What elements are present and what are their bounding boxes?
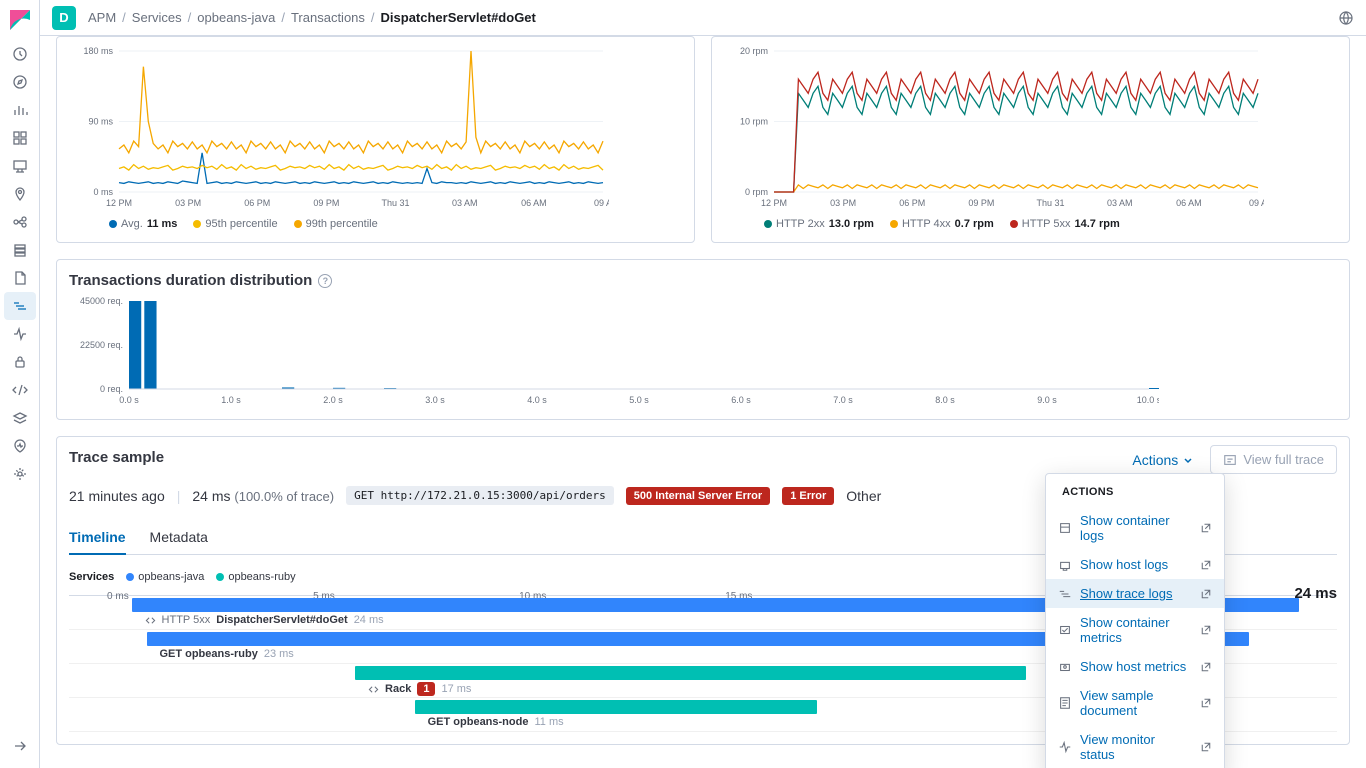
topbar: D APM/ Services/ opbeans-java/ Transacti… <box>40 0 1366 36</box>
crumb-transactions[interactable]: Transactions <box>291 10 365 25</box>
view-full-trace-button[interactable]: View full trace <box>1210 445 1337 474</box>
distribution-title: Transactions duration distribution <box>69 272 312 289</box>
svg-text:12 PM: 12 PM <box>761 198 787 208</box>
crumb-apm[interactable]: APM <box>88 10 116 25</box>
svg-text:9.0 s: 9.0 s <box>1037 395 1057 405</box>
duration-chart: 0 ms 90 ms 180 ms 12 PM 03 PM 06 PM 09 PM Thu 3… <box>56 36 695 243</box>
trace-icon <box>1223 453 1237 467</box>
svg-text:06 AM: 06 AM <box>521 198 547 208</box>
action-show-container-logs[interactable]: Show container logs <box>1046 506 1224 550</box>
tab-metadata[interactable]: Metadata <box>150 521 208 554</box>
svg-text:06 AM: 06 AM <box>1176 198 1202 208</box>
tab-timeline[interactable]: Timeline <box>69 521 126 555</box>
nav-stack-icon[interactable] <box>4 404 36 432</box>
sidebar-nav <box>0 0 40 768</box>
nav-visualize-icon[interactable] <box>4 96 36 124</box>
crumb-service[interactable]: opbeans-java <box>197 10 275 25</box>
nav-dev-icon[interactable] <box>4 376 36 404</box>
svg-text:03 AM: 03 AM <box>452 198 478 208</box>
nav-apm-icon[interactable] <box>4 292 36 320</box>
rpm-chart: 0 rpm 10 rpm 20 rpm 12 PM 03 PM 06 PM 09 PM Thu… <box>711 36 1350 243</box>
nav-infra-icon[interactable] <box>4 236 36 264</box>
svg-text:0 req.: 0 req. <box>100 384 123 394</box>
nav-ml-icon[interactable] <box>4 208 36 236</box>
svg-text:03 PM: 03 PM <box>175 198 201 208</box>
chevron-down-icon <box>1182 454 1194 466</box>
status-badge: 500 Internal Server Error <box>626 487 770 505</box>
action-view-monitor-status[interactable]: View monitor status <box>1046 725 1224 768</box>
svg-text:10.0 s: 10.0 s <box>1137 395 1159 405</box>
svg-text:3.0 s: 3.0 s <box>425 395 445 405</box>
nav-recent-icon[interactable] <box>4 40 36 68</box>
svg-text:03 AM: 03 AM <box>1107 198 1133 208</box>
trace-duration: 24 ms <box>192 488 230 504</box>
trace-title: Trace sample <box>69 449 164 466</box>
svg-text:0 rpm: 0 rpm <box>745 187 768 197</box>
action-view-sample-document[interactable]: View sample document <box>1046 681 1224 725</box>
action-show-trace-logs[interactable]: Show trace logs <box>1046 579 1224 608</box>
nav-canvas-icon[interactable] <box>4 152 36 180</box>
svg-text:09 PM: 09 PM <box>313 198 339 208</box>
http-badge: GET http://172.21.0.15:3000/api/orders <box>346 486 614 505</box>
svg-text:06 PM: 06 PM <box>244 198 270 208</box>
crumb-current: DispatcherServlet#doGet <box>381 10 536 25</box>
actions-button[interactable]: Actions <box>1132 452 1194 468</box>
action-show-host-metrics[interactable]: Show host metrics <box>1046 652 1224 681</box>
crumb-services[interactable]: Services <box>132 10 182 25</box>
svg-text:0.0 s: 0.0 s <box>119 395 139 405</box>
svg-text:22500 req.: 22500 req. <box>80 340 123 350</box>
trace-panel: Trace sample Actions View full trace 21 <box>56 436 1350 745</box>
trace-time: 21 minutes ago <box>69 488 165 504</box>
nav-uptime-icon[interactable] <box>4 320 36 348</box>
nav-discover-icon[interactable] <box>4 68 36 96</box>
action-show-container-metrics[interactable]: Show container metrics <box>1046 608 1224 652</box>
space-badge[interactable]: D <box>52 6 76 30</box>
svg-text:20 rpm: 20 rpm <box>740 46 768 56</box>
svg-text:03 PM: 03 PM <box>830 198 856 208</box>
svg-text:09 A: 09 A <box>594 198 609 208</box>
svg-text:180 ms: 180 ms <box>83 46 113 56</box>
svg-text:09 A: 09 A <box>1249 198 1264 208</box>
distribution-panel: Transactions duration distribution? 0 re… <box>56 259 1350 420</box>
svg-text:1.0 s: 1.0 s <box>221 395 241 405</box>
breadcrumb: APM/ Services/ opbeans-java/ Transaction… <box>88 10 536 25</box>
nav-dashboard-icon[interactable] <box>4 124 36 152</box>
svg-text:45000 req.: 45000 req. <box>80 297 123 306</box>
nav-mgmt-icon[interactable] <box>4 460 36 488</box>
svg-text:2.0 s: 2.0 s <box>323 395 343 405</box>
svg-text:7.0 s: 7.0 s <box>833 395 853 405</box>
svg-text:10 rpm: 10 rpm <box>740 117 768 127</box>
collapse-icon[interactable] <box>4 732 36 760</box>
nav-monitor-icon[interactable] <box>4 432 36 460</box>
svg-text:0 ms: 0 ms <box>93 187 113 197</box>
actions-popover: ACTIONS Show container logsShow host log… <box>1045 473 1225 768</box>
nav-logs-icon[interactable] <box>4 264 36 292</box>
kibana-logo[interactable] <box>8 8 32 32</box>
svg-text:4.0 s: 4.0 s <box>527 395 547 405</box>
svg-text:Thu 31: Thu 31 <box>1037 198 1065 208</box>
svg-text:90 ms: 90 ms <box>88 117 113 127</box>
nav-maps-icon[interactable] <box>4 180 36 208</box>
svg-text:12 PM: 12 PM <box>106 198 132 208</box>
svg-text:5.0 s: 5.0 s <box>629 395 649 405</box>
nav-siem-icon[interactable] <box>4 348 36 376</box>
trace-result: Other <box>846 488 881 504</box>
svg-text:06 PM: 06 PM <box>899 198 925 208</box>
svg-text:8.0 s: 8.0 s <box>935 395 955 405</box>
svg-text:6.0 s: 6.0 s <box>731 395 751 405</box>
help-icon[interactable] <box>1338 10 1354 26</box>
svg-text:09 PM: 09 PM <box>968 198 994 208</box>
action-show-host-logs[interactable]: Show host logs <box>1046 550 1224 579</box>
svg-text:Thu 31: Thu 31 <box>382 198 410 208</box>
error-badge: 1 Error <box>782 487 834 505</box>
help-tooltip-icon[interactable]: ? <box>318 274 332 288</box>
